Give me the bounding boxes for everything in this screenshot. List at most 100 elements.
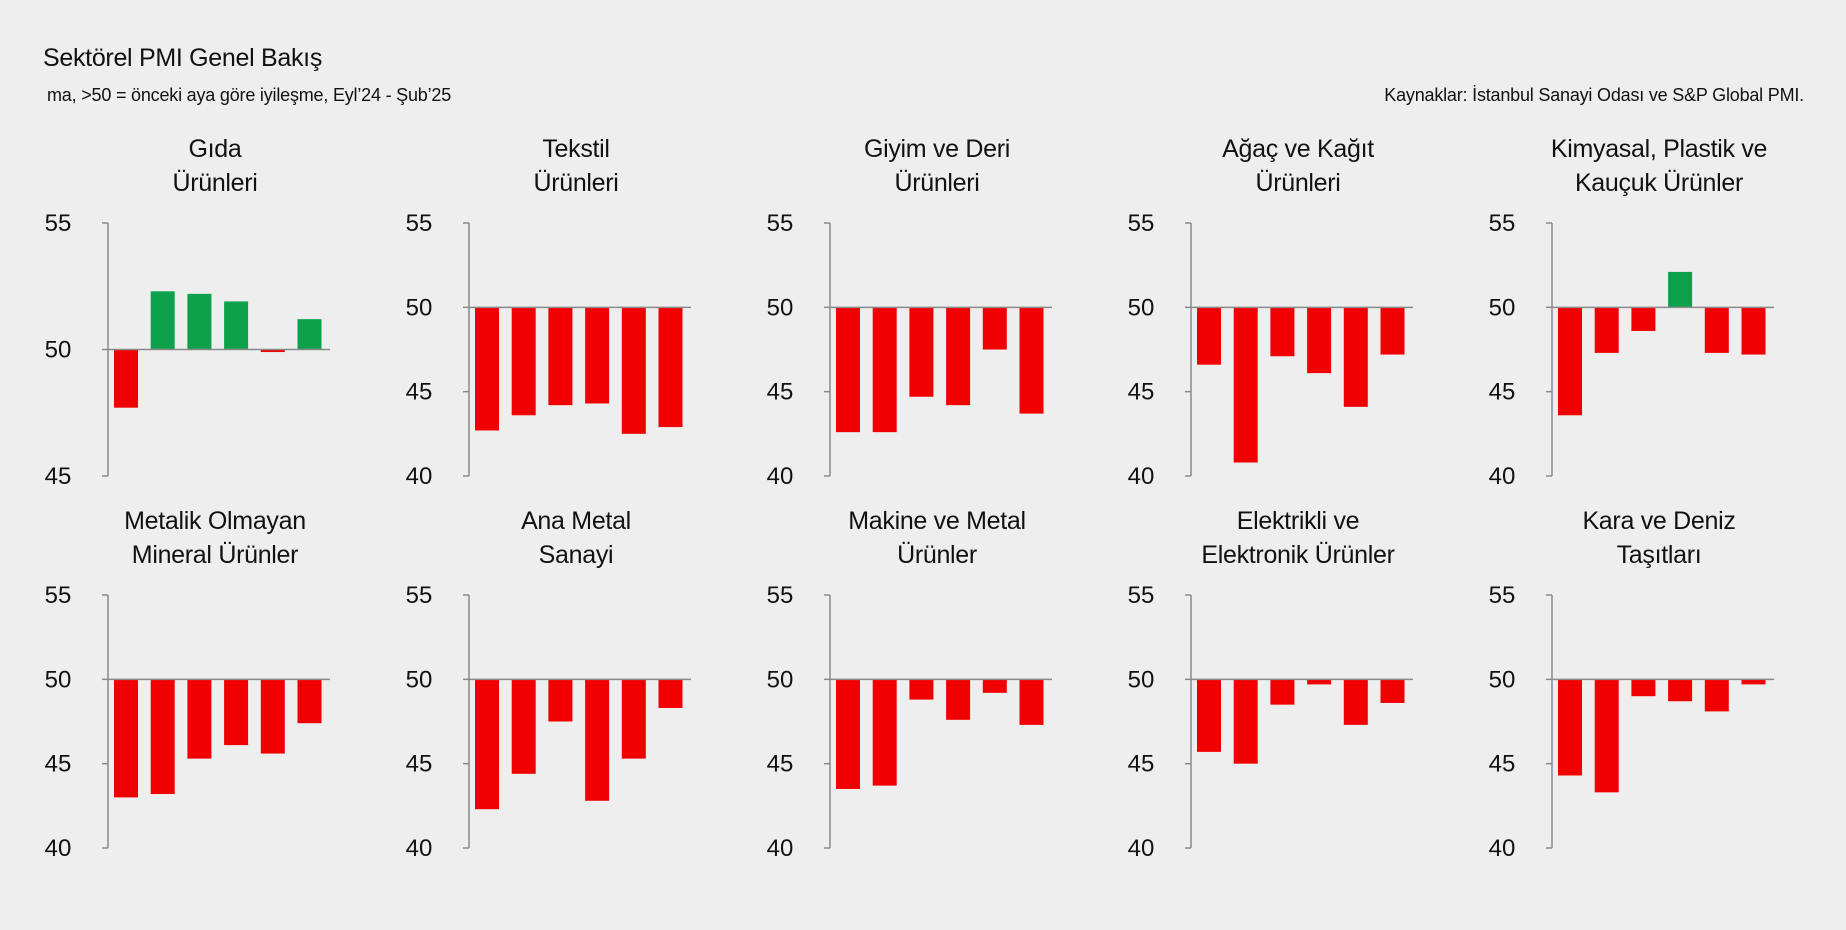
bar: [548, 307, 573, 406]
y-tick-label: 50: [1128, 294, 1155, 321]
bar: [1270, 679, 1295, 705]
chart-title-line: Ağaç ve Kağıt: [1222, 135, 1374, 163]
chart-title-line: Taşıtları: [1616, 541, 1702, 569]
bar: [872, 679, 897, 786]
y-tick-label: 55: [767, 582, 794, 609]
sector-chart-1: Gıda Ürünleri 45 50 55: [0, 128, 340, 503]
bar: [511, 679, 536, 774]
chart-title: Kimyasal, Plastik ve Kauçuk Ürünler: [1544, 132, 1774, 200]
chart-title-line: Mineral Ürünler: [131, 541, 299, 569]
chart-title-line: Makine ve Metal: [848, 507, 1026, 535]
chart-title-line: Tekstil: [542, 135, 610, 163]
bar: [836, 307, 860, 433]
bar: [297, 679, 322, 724]
chart-title-line: Kara ve Deniz: [1582, 507, 1736, 535]
y-tick-label: 50: [767, 294, 794, 321]
y-tick-label: 55: [1128, 210, 1155, 237]
y-tick-label: 45: [406, 751, 433, 778]
y-tick-label: 45: [767, 379, 794, 406]
y-tick-label: 40: [767, 835, 794, 862]
bar: [150, 679, 175, 795]
y-tick-label: 40: [406, 835, 433, 862]
bar: [1307, 307, 1332, 374]
bar: [1704, 679, 1729, 712]
bar: [1704, 307, 1729, 353]
bar: [982, 307, 1007, 350]
bar-chart: 40 45 50 55: [767, 210, 1052, 490]
bar: [1631, 679, 1656, 697]
bar: [1594, 307, 1619, 353]
chart-title: Tekstil Ürünleri: [461, 132, 691, 200]
sector-chart-8: Makine ve Metal Ürünler 40 45 50 55: [722, 500, 1062, 875]
sector-chart-2: Tekstil Ürünleri 40 45 50 55: [361, 128, 701, 503]
y-tick-label: 45: [45, 751, 72, 778]
chart-title-line: Ürünler: [897, 541, 977, 569]
y-tick-label: 50: [406, 666, 433, 693]
y-tick-label: 50: [1128, 666, 1155, 693]
y-tick-label: 40: [45, 835, 72, 862]
bar: [1343, 307, 1368, 407]
chart-title: Elektrikli ve Elektronik Ürünler: [1183, 504, 1413, 572]
bar: [475, 307, 499, 431]
page-subtitle: ma, >50 = önceki aya göre iyileşme, Eyl’…: [47, 85, 452, 105]
bar: [1233, 307, 1258, 463]
bar: [511, 307, 536, 416]
y-tick-label: 40: [767, 463, 794, 490]
bar: [1233, 679, 1258, 764]
y-tick-label: 50: [406, 294, 433, 321]
chart-title-line: Giyim ve Deri: [863, 135, 1011, 163]
y-tick-label: 55: [406, 582, 433, 609]
sector-chart-9: Elektrikli ve Elektronik Ürünler 40 45 50 55: [1083, 500, 1423, 875]
bar: [585, 307, 610, 404]
bar: [1197, 679, 1221, 752]
chart-title-line: Ana Metal: [521, 507, 631, 535]
bar: [1380, 679, 1405, 703]
chart-title-line: Sanayi: [538, 541, 614, 569]
y-tick-label: 45: [1128, 379, 1155, 406]
bar: [1558, 679, 1582, 776]
chart-title-line: Ürünleri: [894, 169, 980, 197]
y-tick-label: 55: [45, 582, 72, 609]
bar: [621, 307, 646, 434]
y-tick-label: 45: [406, 379, 433, 406]
y-tick-label: 45: [1489, 751, 1516, 778]
bar: [982, 679, 1007, 693]
bar: [909, 679, 934, 700]
page-title: Sektörel PMI Genel Bakış: [43, 44, 323, 72]
y-tick-label: 50: [45, 666, 72, 693]
bar: [1668, 271, 1693, 308]
y-tick-label: 55: [45, 210, 72, 237]
bar: [585, 679, 610, 801]
chart-title-line: Ürünleri: [172, 169, 258, 197]
chart-title-line: Gıda: [188, 135, 242, 163]
bar: [1197, 307, 1221, 365]
bar: [658, 307, 683, 428]
bar: [114, 349, 138, 408]
sector-chart-10: Kara ve Deniz Taşıtları 40 45 50 55: [1444, 500, 1784, 875]
bar: [836, 679, 860, 789]
chart-title: Metalik Olmayan Mineral Ürünler: [100, 504, 330, 572]
bar-chart: 40 45 50 55: [406, 210, 691, 490]
y-tick-label: 50: [45, 337, 72, 364]
chart-title: Ağaç ve Kağıt Ürünleri: [1183, 132, 1413, 200]
bar: [658, 679, 683, 709]
chart-title-line: Kimyasal, Plastik ve: [1550, 135, 1768, 163]
bar: [224, 679, 249, 746]
bar: [1019, 307, 1044, 414]
chart-title-line: Ürünleri: [533, 169, 619, 197]
sector-chart-4: Ağaç ve Kağıt Ürünleri 40 45 50 55: [1083, 128, 1423, 503]
y-tick-label: 45: [1489, 379, 1516, 406]
bar: [187, 679, 212, 759]
y-tick-label: 40: [1489, 463, 1516, 490]
bar: [548, 679, 573, 722]
bar: [224, 301, 249, 350]
y-tick-label: 45: [1128, 751, 1155, 778]
y-tick-label: 55: [1489, 210, 1516, 237]
y-tick-label: 50: [767, 666, 794, 693]
chart-title: Gıda Ürünleri: [100, 132, 330, 200]
bar: [260, 349, 285, 353]
bar: [909, 307, 934, 397]
bar: [475, 679, 499, 810]
y-tick-label: 40: [1128, 463, 1155, 490]
bar-chart: 40 45 50 55: [1128, 582, 1413, 862]
